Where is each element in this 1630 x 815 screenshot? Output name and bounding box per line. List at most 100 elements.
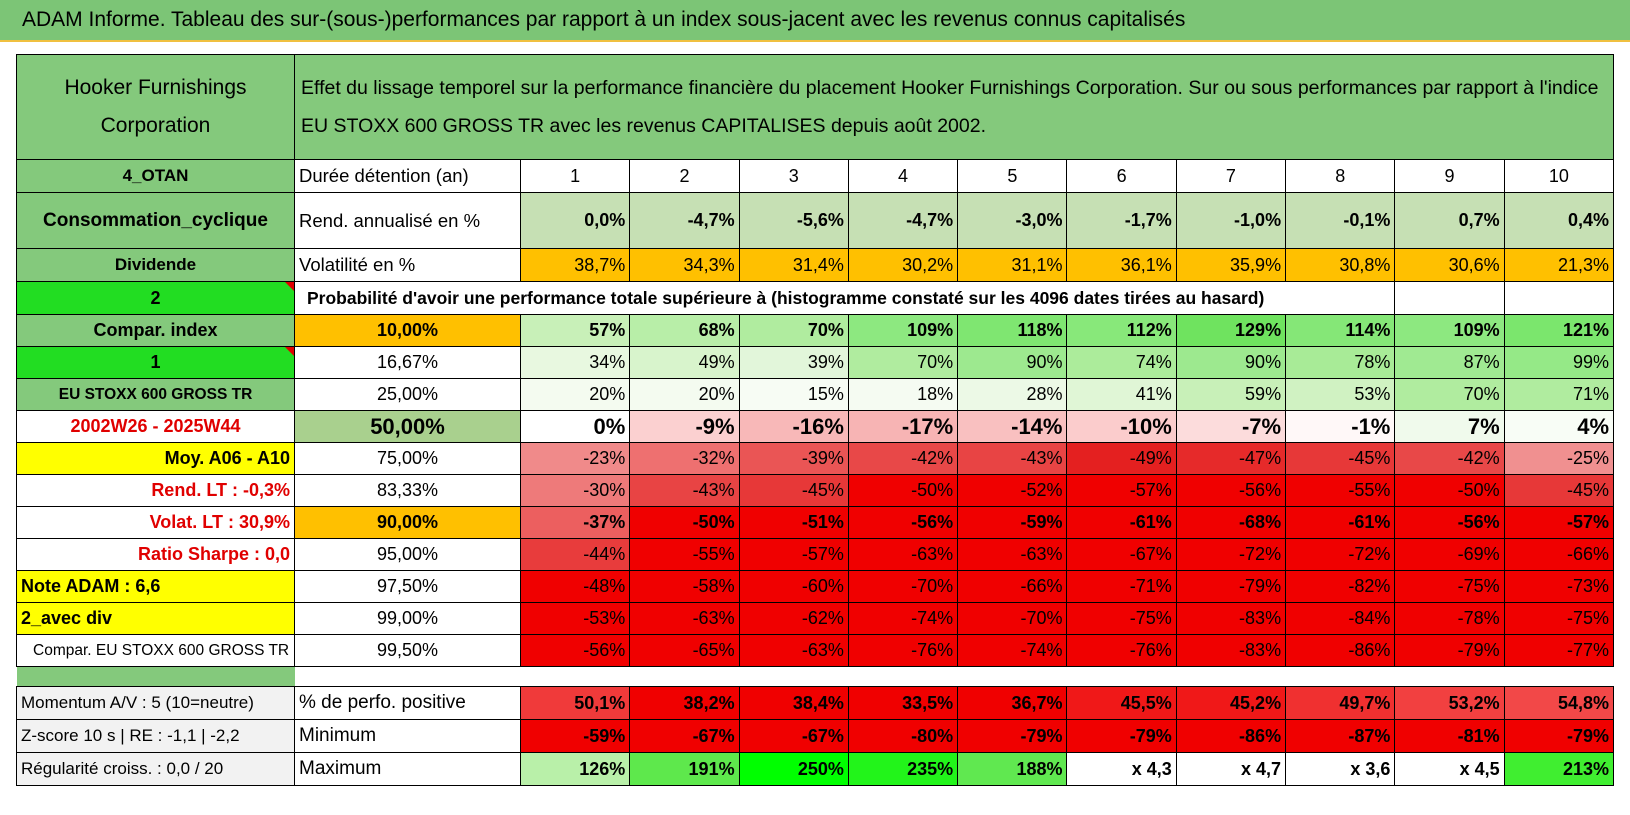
row-category: Moy. A06 - A10 — [16, 442, 295, 475]
value-cell: 45,2% — [1175, 686, 1287, 720]
value-cell: 7 — [1175, 159, 1287, 193]
value-cell: -30% — [519, 474, 631, 507]
value-cell: -4,7% — [847, 192, 959, 249]
performance-table: Hooker Furnishings Corporation Effet du l… — [16, 54, 1615, 786]
value-cell: -71% — [1066, 570, 1177, 603]
value-cell: 74% — [1066, 346, 1177, 379]
value-cell: 8 — [1285, 159, 1396, 193]
table-row: Compar. index 10,00% 57% 68% 70% 109% 118% 112%… — [16, 314, 1615, 347]
value-cell: 5 — [957, 159, 1068, 193]
value-cell: -1,7% — [1066, 192, 1177, 249]
value-cell: -55% — [629, 538, 740, 571]
percentile: 75,00% — [294, 442, 521, 475]
value-cell: -62% — [738, 602, 849, 635]
value-cell: -80% — [847, 719, 959, 753]
value-cell: 71% — [1503, 378, 1615, 411]
value-cell: 90% — [1175, 346, 1287, 379]
value-cell: -79% — [1503, 719, 1615, 753]
table-row: 1 16,67% 34% 49% 39% 70% 90% 74% 90% 78% 87% 99% — [16, 346, 1615, 379]
value-cell: -44% — [519, 538, 631, 571]
value-cell: 30,2% — [847, 248, 959, 282]
value-cell: -63% — [957, 538, 1068, 571]
value-cell: -14% — [957, 410, 1068, 443]
table-row: Moy. A06 - A10 75,00% -23% -32% -39% -42% -43%… — [16, 442, 1615, 475]
value-cell: 7% — [1394, 410, 1505, 443]
value-cell: 235% — [847, 752, 959, 786]
value-cell: -50% — [629, 506, 740, 539]
value-cell: 33,5% — [847, 686, 959, 720]
value-cell: 6 — [1066, 159, 1177, 193]
table-row: 2 Probabilité d'avoir une performance tot… — [16, 281, 1615, 315]
row-label: Maximum — [294, 752, 521, 786]
value-cell: -57% — [1503, 506, 1615, 539]
value-cell: -56% — [519, 634, 631, 667]
value-cell: -1,0% — [1175, 192, 1287, 249]
value-cell: -61% — [1285, 506, 1396, 539]
value-cell: -72% — [1175, 538, 1287, 571]
table-row: Hooker Furnishings Corporation Effet du l… — [16, 54, 1614, 160]
value-cell: -69% — [1394, 538, 1505, 571]
table-row: Ratio Sharpe : 0,0 95,00% -44% -55% -57% -63%… — [16, 538, 1615, 571]
value-cell: -56% — [1175, 474, 1287, 507]
value-cell: 70% — [1394, 378, 1505, 411]
value-cell: -86% — [1285, 634, 1396, 667]
row-category: Rend. LT : -0,3% — [16, 474, 295, 507]
title-bar: ADAM Informe. Tableau des sur-(sous-)per… — [0, 0, 1630, 42]
value-cell: -79% — [1175, 570, 1287, 603]
value-cell: 4 — [847, 159, 959, 193]
value-cell: -53% — [519, 602, 631, 635]
value-cell: 10 — [1503, 159, 1615, 193]
value-cell: -25% — [1503, 442, 1615, 475]
value-cell: 250% — [738, 752, 849, 786]
row-category: Momentum A/V : 5 (10=neutre) — [16, 686, 295, 720]
value-cell: 99% — [1503, 346, 1615, 379]
value-cell: -56% — [1394, 506, 1505, 539]
value-cell: 50,1% — [519, 686, 631, 720]
value-cell: 0,0% — [519, 192, 631, 249]
value-cell: 41% — [1066, 378, 1177, 411]
row-category: 2002W26 - 2025W44 — [16, 410, 295, 443]
value-cell: -75% — [1394, 570, 1505, 603]
value-cell: -1% — [1285, 410, 1396, 443]
value-cell: 118% — [957, 314, 1068, 347]
percentile: 99,50% — [294, 634, 521, 667]
row-category: EU STOXX 600 GROSS TR — [16, 378, 295, 411]
table-row: 2002W26 - 2025W44 50,00% 0% -9% -16% -17% -14%… — [16, 410, 1615, 443]
value-cell: -73% — [1503, 570, 1615, 603]
value-cell: -61% — [1066, 506, 1177, 539]
value-cell: 129% — [1175, 314, 1287, 347]
value-cell: -78% — [1394, 602, 1505, 635]
table-row: Compar. EU STOXX 600 GROSS TR 99,50% -56% -… — [16, 634, 1615, 667]
row-category: Compar. index — [16, 314, 295, 347]
table-row: Momentum A/V : 5 (10=neutre)% de perfo. … — [16, 686, 1615, 720]
table-row — [16, 666, 1614, 687]
value-cell: -83% — [1175, 602, 1287, 635]
value-cell: -52% — [957, 474, 1068, 507]
value-cell: -32% — [629, 442, 740, 475]
value-cell: -50% — [847, 474, 959, 507]
table-row: Dividende Volatilité en % 38,7% 34,3% 31,4% 3… — [16, 248, 1615, 282]
value-cell: 4% — [1503, 410, 1615, 443]
value-cell: 49% — [629, 346, 740, 379]
percentile: 90,00% — [294, 506, 521, 539]
value-cell: 109% — [847, 314, 959, 347]
value-cell: x 3,6 — [1285, 752, 1396, 786]
value-cell: 2 — [629, 159, 740, 193]
value-cell: -55% — [1285, 474, 1396, 507]
value-cell: -70% — [957, 602, 1068, 635]
value-cell: 3 — [738, 159, 849, 193]
value-cell: -39% — [738, 442, 849, 475]
value-cell: -83% — [1175, 634, 1287, 667]
value-cell: -56% — [847, 506, 959, 539]
table-row: Consommation_cyclique Rend. annualisé en … — [16, 192, 1615, 249]
row-label: Rend. annualisé en % — [294, 192, 521, 249]
spacer — [295, 667, 1614, 687]
value-cell: 39% — [738, 346, 849, 379]
percentile: 97,50% — [294, 570, 521, 603]
company-name: Hooker Furnishings Corporation — [16, 54, 295, 160]
percentile: 83,33% — [294, 474, 521, 507]
value-cell: -3,0% — [957, 192, 1068, 249]
value-cell: 68% — [629, 314, 740, 347]
value-cell: 90% — [957, 346, 1068, 379]
value-cell: -75% — [1066, 602, 1177, 635]
